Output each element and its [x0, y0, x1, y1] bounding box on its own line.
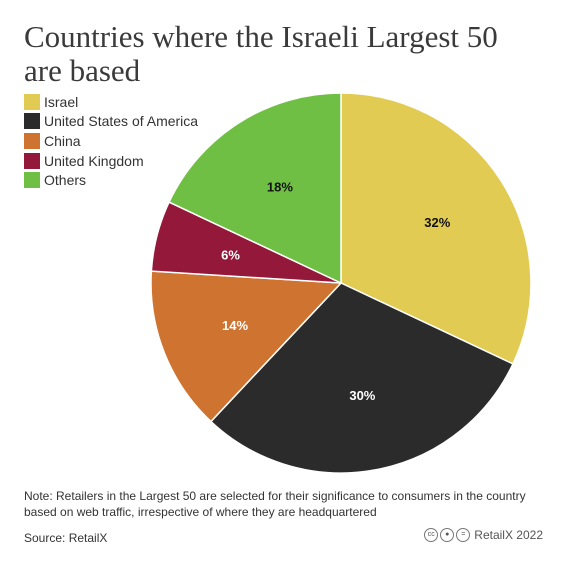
- legend-label: Others: [44, 172, 87, 189]
- legend-label: United States of America: [44, 113, 199, 130]
- legend-label: United Kingdom: [44, 152, 144, 169]
- pie-data-label: 32%: [424, 215, 450, 230]
- chart-note: Note: Retailers in the Largest 50 are se…: [24, 489, 526, 519]
- license-icons: cc ● =: [424, 528, 471, 542]
- chart-title: Countries where the Israeli Largest 50 a…: [24, 19, 498, 88]
- pie-slice-others: [168, 92, 342, 285]
- cc-icon: cc: [424, 528, 439, 542]
- legend-item: Others: [24, 170, 198, 190]
- pie-chart: 32% 30% 14% 6% 18%: [150, 92, 532, 474]
- nd-icon: =: [456, 528, 471, 542]
- pie-data-label: 18%: [267, 180, 293, 195]
- credit-label: RetailX 2022: [474, 528, 543, 542]
- legend-item: United Kingdom: [24, 151, 198, 171]
- legend-item: United States of America: [24, 112, 198, 132]
- legend-swatch: [24, 132, 40, 149]
- legend-swatch: [24, 172, 40, 189]
- pie-slice-israel: [340, 92, 532, 365]
- legend-swatch: [24, 152, 40, 169]
- pie-slice-united-states-of-america: [209, 282, 514, 474]
- pie-data-label: 6%: [221, 248, 240, 263]
- pie-slice-china: [150, 270, 343, 423]
- legend-swatch: [24, 93, 40, 110]
- legend-swatch: [24, 113, 40, 130]
- legend-item: Israel: [24, 92, 198, 112]
- chart-legend: Israel United States of America China Unite…: [24, 92, 198, 190]
- legend-label: Israel: [44, 93, 79, 110]
- pie-data-label: 14%: [222, 318, 248, 333]
- pie-data-label: 30%: [349, 388, 375, 403]
- chart-credit: cc ● = RetailX 2022: [424, 528, 543, 542]
- chart-source: Source: RetailX: [24, 531, 108, 545]
- legend-label: China: [44, 132, 81, 149]
- by-icon: ●: [440, 528, 455, 542]
- legend-item: China: [24, 131, 198, 151]
